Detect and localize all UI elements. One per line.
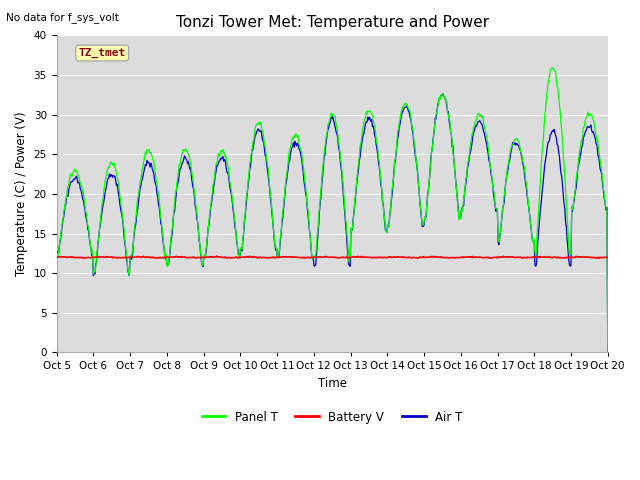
Legend: Panel T, Battery V, Air T: Panel T, Battery V, Air T (197, 406, 467, 428)
Text: TZ_tmet: TZ_tmet (79, 48, 126, 58)
Y-axis label: Temperature (C) / Power (V): Temperature (C) / Power (V) (15, 111, 28, 276)
X-axis label: Time: Time (317, 377, 347, 390)
Title: Tonzi Tower Met: Temperature and Power: Tonzi Tower Met: Temperature and Power (175, 15, 489, 30)
Text: No data for f_sys_volt: No data for f_sys_volt (6, 12, 119, 23)
